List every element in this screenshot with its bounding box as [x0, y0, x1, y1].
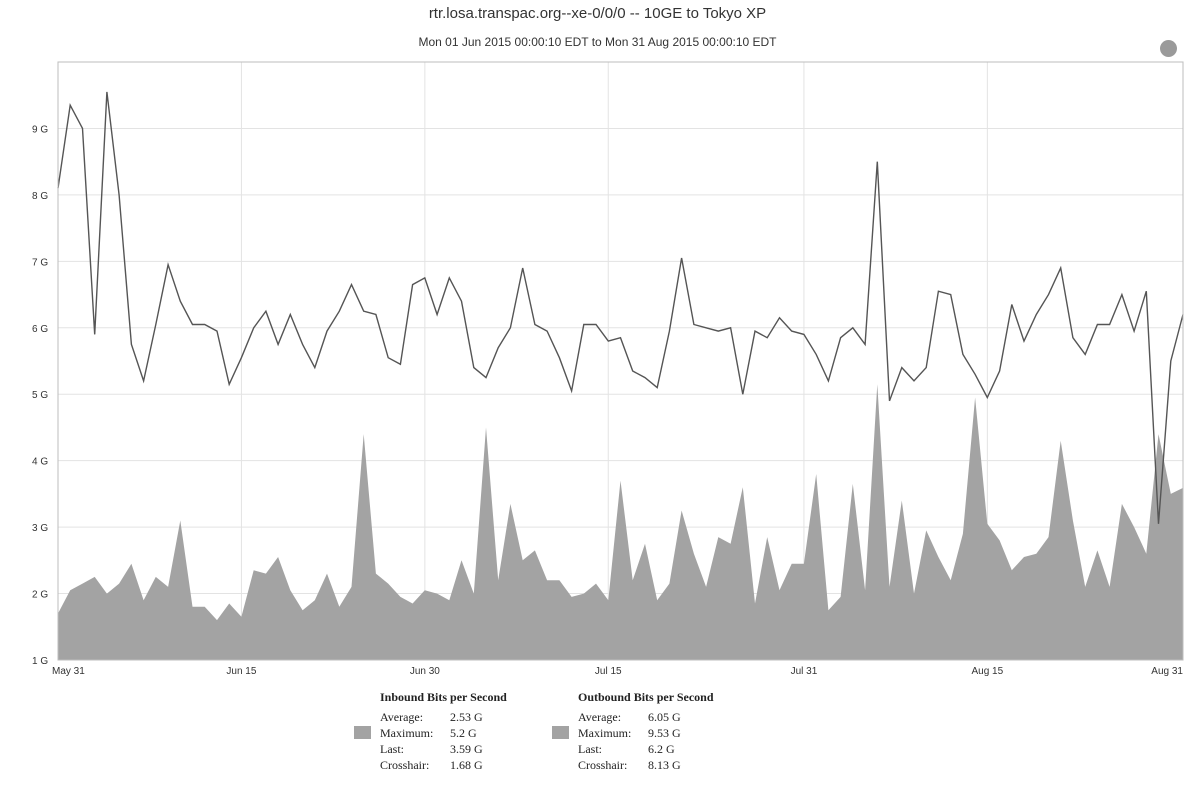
legend-label: Average: [578, 710, 622, 724]
legend-value: 5.2 G [450, 726, 477, 740]
legend-label: Last: [380, 742, 404, 756]
legend-outbound-last: Last: 6.2 G [578, 741, 714, 757]
plot-border [57, 61, 1184, 661]
legend-outbound-crosshair: Crosshair: 8.13 G [578, 757, 714, 773]
status-indicator-icon[interactable] [1160, 40, 1177, 57]
legend-outbound-average: Average: 6.05 G [578, 709, 714, 725]
y-tick-label: 1 G [32, 656, 48, 667]
plot-frame [57, 61, 1184, 661]
x-tick-label: Aug 15 [971, 666, 1003, 677]
legend-value: 2.53 G [450, 710, 483, 724]
y-tick-label: 5 G [32, 390, 48, 401]
y-axis-ticks: 1 G 2 G 3 G 4 G 5 G 6 G 7 G 8 G 9 G [32, 124, 48, 667]
y-tick-label: 7 G [32, 257, 48, 268]
legend-label: Maximum: [380, 726, 434, 740]
legend-label: Maximum: [578, 726, 632, 740]
legend-inbound-crosshair: Crosshair: 1.68 G [380, 757, 507, 773]
legend-inbound-heading: Inbound Bits per Second [380, 690, 507, 704]
legend-outbound-maximum: Maximum: 9.53 G [552, 725, 714, 741]
y-tick-label: 9 G [32, 124, 48, 135]
legend-value: 8.13 G [648, 758, 681, 772]
x-tick-label: May 31 [52, 666, 85, 677]
legend-value: 9.53 G [648, 726, 681, 740]
outbound-line-series [57, 91, 1184, 524]
chart-subtitle: Mon 01 Jun 2015 00:00:10 EDT to Mon 31 A… [418, 35, 777, 49]
y-tick-label: 3 G [32, 523, 48, 534]
chart-series-areas [58, 384, 1183, 660]
x-tick-label: Jun 15 [226, 666, 256, 677]
legend-value: 1.68 G [450, 758, 483, 772]
legend-inbound-swatch [354, 726, 371, 739]
legend-label: Last: [578, 742, 602, 756]
x-tick-label: Jun 30 [410, 666, 440, 677]
legend-label: Crosshair: [380, 758, 430, 772]
legend-inbound: Inbound Bits per Second Average: 2.53 G M… [354, 690, 507, 773]
legend-inbound-last: Last: 3.59 G [380, 741, 507, 757]
legend-outbound: Outbound Bits per Second Average: 6.05 G … [552, 690, 714, 773]
legend-outbound-swatch [552, 726, 569, 739]
x-tick-label: Aug 31 [1151, 666, 1183, 677]
legend-inbound-average: Average: 2.53 G [380, 709, 507, 725]
y-tick-label: 4 G [32, 457, 48, 468]
y-tick-label: 6 G [32, 324, 48, 335]
legend-value: 6.2 G [648, 742, 675, 756]
legend-value: 6.05 G [648, 710, 681, 724]
x-tick-label: Jul 15 [595, 666, 622, 677]
x-tick-label: Jul 31 [791, 666, 818, 677]
legend-value: 3.59 G [450, 742, 483, 756]
chart-series-lines [57, 91, 1184, 524]
x-axis-ticks: May 31 Jun 15 Jun 30 Jul 15 Jul 31 Aug 15 Aug … [52, 666, 1183, 677]
traffic-chart[interactable]: 1 G 2 G 3 G 4 G 5 G 6 G 7 G 8 G 9 G May 31 Jun 15… [0, 0, 1195, 680]
legend-outbound-heading: Outbound Bits per Second [578, 690, 714, 704]
y-tick-label: 8 G [32, 191, 48, 202]
legend-label: Average: [380, 710, 424, 724]
chart-title: rtr.losa.transpac.org--xe-0/0/0 -- 10GE … [428, 5, 767, 22]
legend-label: Crosshair: [578, 758, 628, 772]
legend-inbound-maximum: Maximum: 5.2 G [354, 725, 507, 741]
inbound-area-series [58, 384, 1183, 660]
y-tick-label: 2 G [32, 590, 48, 601]
